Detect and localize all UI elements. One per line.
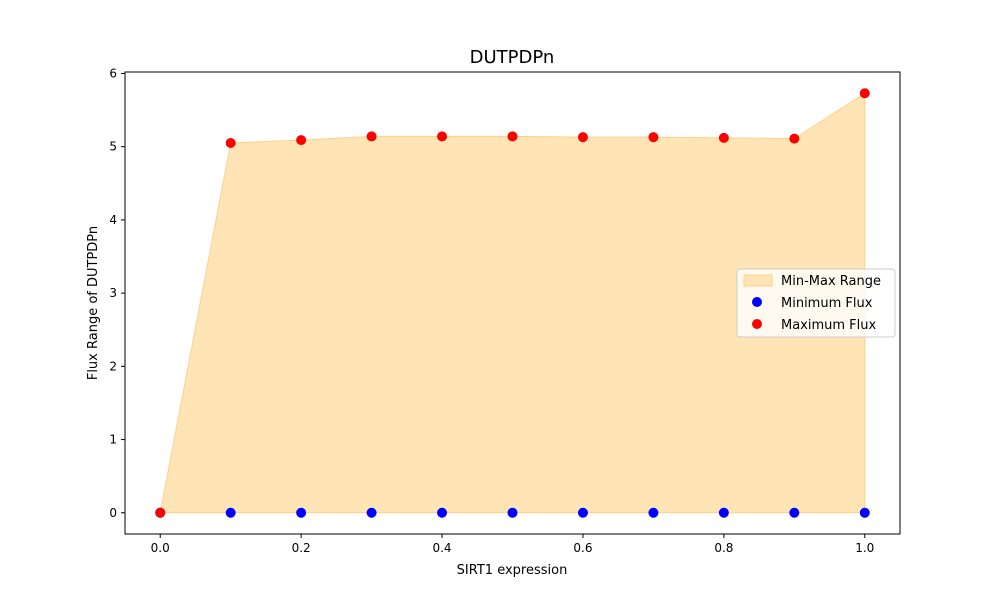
x-tick-label: 0.6 (573, 541, 592, 555)
legend-label-maximum: Maximum Flux (781, 318, 877, 333)
legend: Min-Max Range Minimum Flux Maximum Flux (736, 268, 896, 338)
x-tick-label: 0.8 (714, 541, 733, 555)
legend-swatch-range (743, 274, 773, 287)
y-tick-label: 3 (109, 286, 117, 300)
maximum-flux-point (225, 138, 236, 149)
minimum-flux-point (225, 507, 236, 518)
maximum-flux-point (577, 132, 588, 143)
minimum-flux-point (718, 507, 729, 518)
x-tick-label: 0.4 (432, 541, 451, 555)
y-tick-label: 2 (109, 359, 117, 373)
maximum-flux-point (437, 131, 448, 142)
y-tick-label: 6 (109, 66, 117, 80)
chart-title: DUTPDPn (470, 47, 555, 68)
x-axis: 0.0 0.2 0.4 0.6 0.8 1.0 (151, 534, 874, 555)
y-axis: 0 1 2 3 4 5 6 (109, 66, 125, 520)
minimum-flux-point (296, 507, 307, 518)
minimum-flux-point (577, 507, 588, 518)
x-axis-label: SIRT1 expression (457, 563, 568, 578)
maximum-flux-point (155, 507, 166, 518)
y-tick-label: 1 (109, 433, 117, 447)
maximum-flux-point (507, 131, 518, 142)
minimum-flux-point (648, 507, 659, 518)
maximum-flux-point (648, 132, 659, 143)
maximum-flux-point (789, 133, 800, 144)
x-tick-label: 0.2 (292, 541, 311, 555)
maximum-flux-point (366, 131, 377, 142)
legend-box (736, 268, 896, 338)
maximum-flux-point (296, 135, 307, 146)
legend-label-minimum: Minimum Flux (781, 296, 873, 311)
y-tick-label: 0 (109, 506, 117, 520)
legend-label-range: Min-Max Range (781, 274, 881, 289)
y-axis-label: Flux Range of DUTPDPn (86, 226, 101, 380)
legend-marker-minimum (752, 297, 762, 307)
minimum-flux-point (789, 507, 800, 518)
minimum-flux-point (507, 507, 518, 518)
minimum-flux-point (859, 507, 870, 518)
y-tick-label: 5 (109, 140, 117, 154)
minimum-flux-point (437, 507, 448, 518)
maximum-flux-point (859, 88, 870, 99)
legend-marker-maximum (752, 319, 762, 329)
x-tick-label: 0.0 (151, 541, 170, 555)
minimum-flux-point (366, 507, 377, 518)
x-tick-label: 1.0 (855, 541, 874, 555)
maximum-flux-point (718, 132, 729, 143)
plot-frame (124, 71, 901, 535)
y-tick-label: 4 (109, 213, 117, 227)
